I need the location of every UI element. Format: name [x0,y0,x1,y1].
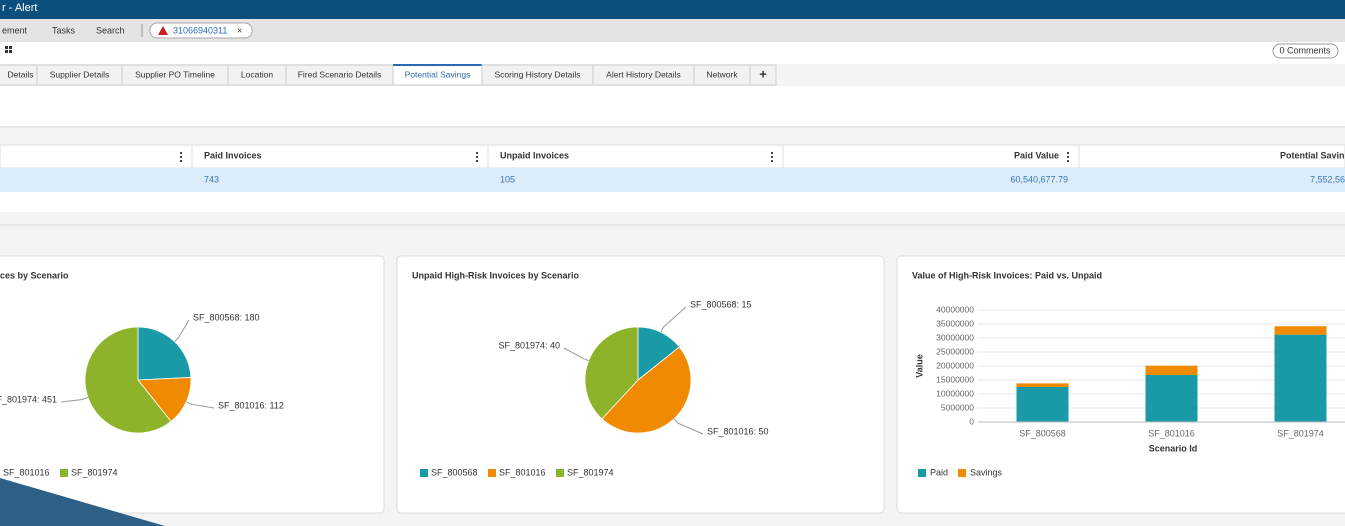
cell: 60,540,677.79 [1010,174,1068,184]
cell: 743 [204,174,219,184]
y-tick-label: 0 [969,416,974,426]
title-bar [0,0,1345,19]
leader-line [174,319,190,342]
pie-slice[interactable] [584,326,639,420]
slice-label: SF_801016: 112 [218,400,284,410]
slice-label: SF_800568: 15 [690,299,752,309]
menu-item[interactable]: Tasks [52,25,76,35]
tab-label[interactable]: Scoring History Details [495,69,581,79]
chart-title: ces by Scenario [0,270,69,280]
y-tick-label: 5000000 [941,402,974,412]
close-icon[interactable]: × [237,25,242,35]
y-tick-label: 10000000 [936,388,974,398]
tab-label[interactable]: Alert History Details [606,69,681,79]
legend-label[interactable]: SF_801016 [499,467,546,477]
legend-swatch[interactable] [556,469,564,477]
overlay-shape [0,478,165,526]
y-tick-label: 35000000 [936,318,974,328]
slice-label: SF_800568: 180 [193,312,260,322]
bar-segment[interactable] [1145,365,1198,375]
legend-label[interactable]: SF_801974 [71,467,118,477]
panel [896,255,1345,514]
tab-label[interactable]: Fired Scenario Details [298,69,382,79]
legend-swatch[interactable] [918,469,926,477]
bar-segment[interactable] [1016,387,1069,422]
legend-swatch[interactable] [420,469,428,477]
tab[interactable] [749,64,777,86]
bar-segment[interactable] [1274,326,1327,335]
column-header[interactable]: Paid Invoices [204,150,262,160]
bar-segment[interactable] [1274,334,1327,422]
pie-slice[interactable] [137,326,192,381]
menu-item[interactable]: Search [96,25,125,35]
add-tab[interactable]: + [759,66,767,81]
legend-label[interactable]: SF_800568 [431,467,478,477]
legend-label[interactable]: SF_801974 [567,467,614,477]
tab-label[interactable]: Supplier Details [50,69,110,79]
filter-area [0,86,1345,126]
legend-label[interactable]: Paid [930,467,948,477]
legend-swatch[interactable] [60,469,68,477]
column-menu[interactable] [180,152,1069,162]
table-row[interactable] [0,168,1345,192]
bar-segment[interactable] [1016,383,1069,387]
y-tick-label: 25000000 [936,346,974,356]
column-header[interactable]: Potential Savin [1280,150,1345,160]
x-tick-label: SF_801974 [1277,428,1324,438]
panel [0,255,385,514]
legend-swatch[interactable] [488,469,496,477]
tab-label[interactable]: Network [706,69,738,79]
menu-item[interactable]: ement [2,25,28,35]
legend-label[interactable]: Savings [970,467,1003,477]
leader-line [60,397,89,403]
slice-label: SF_801016: 50 [707,426,769,436]
table-blank [0,192,1345,212]
cell: 7,552,56 [1310,174,1345,184]
comments-button[interactable] [1272,43,1339,59]
x-tick-label: SF_801016 [1148,428,1195,438]
y-axis-label: Value [914,354,924,378]
bar-segment[interactable] [1145,374,1198,422]
column-dividers [191,145,1080,168]
leader-line [186,401,215,409]
pie-slice[interactable] [601,346,692,434]
slice-label: SF_801974: 40 [498,340,560,350]
menu-bar [0,19,1345,42]
comments-label[interactable]: 0 Comments [1279,45,1331,55]
x-tick-label: SF_800568 [1019,428,1066,438]
pie-slice[interactable] [137,377,192,423]
grid-icon[interactable] [5,46,12,53]
y-tick-label: 30000000 [936,332,974,342]
leader-line [673,418,704,435]
window-title: r - Alert [2,2,37,14]
warning-icon [158,26,168,35]
chart-title: Unpaid High-Risk Invoices by Scenario [412,270,580,280]
chart-title: Value of High-Risk Invoices: Paid vs. Un… [912,270,1102,280]
table-header [0,144,1345,169]
column-header[interactable]: Unpaid Invoices [500,150,569,160]
y-tick-label: 15000000 [936,374,974,384]
slice-label: SF_801974: 451 [0,394,57,404]
alert-chip[interactable] [149,22,253,39]
cell: 105 [500,174,515,184]
toolbar [0,42,1345,64]
y-tick-label: 40000000 [936,304,974,314]
alert-id[interactable]: 31066940311 [173,25,227,35]
legend-swatch[interactable] [958,469,966,477]
tab-label[interactable]: Supplier PO Timeline [135,69,215,79]
leader-line [660,306,687,333]
legend-label[interactable]: SF_801016 [3,467,50,477]
tab-label[interactable]: Location [241,69,273,79]
x-axis-label: Scenario Id [1149,443,1198,453]
tab-label[interactable]: Details [8,69,34,79]
tab-label[interactable]: Potential Savings [405,69,471,79]
column-header[interactable]: Paid Value [1014,150,1059,160]
leader-line [563,347,589,362]
y-tick-label: 20000000 [936,360,974,370]
